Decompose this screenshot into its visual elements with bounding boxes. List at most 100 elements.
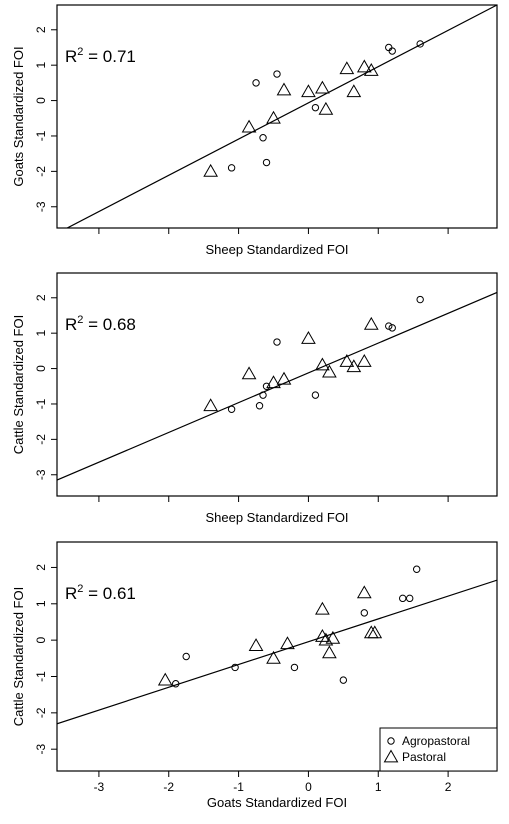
agropastoral-point [231, 663, 239, 672]
regression-line [57, 291, 497, 481]
agropastoral-point [416, 40, 424, 48]
agropastoral-point [311, 391, 320, 399]
x-tick-label: -1 [233, 780, 244, 794]
pastoral-point [356, 585, 372, 599]
agropastoral-point [273, 338, 281, 346]
plot-frame [56, 541, 498, 772]
pastoral-point [318, 101, 334, 115]
pastoral-point [322, 645, 337, 659]
pastoral-point [315, 357, 330, 371]
r-squared-label: R2 = 0.71 [65, 46, 136, 66]
pastoral-point [266, 375, 281, 389]
y-tick-label: -3 [34, 201, 48, 212]
pastoral-point [363, 316, 379, 330]
scatter-panel-3: -3 -2 -1 0 1 2 -3 -2 -1 0 1 2 Goats Standardized FOI… [11, 541, 498, 810]
y-tick-label: -3 [34, 744, 48, 755]
agropastoral-point [262, 158, 271, 167]
agropastoral-point [259, 134, 267, 142]
agropastoral-point [385, 322, 393, 330]
y-tick-label: -1 [34, 398, 48, 409]
agropastoral-point [360, 609, 369, 617]
pastoral-point [301, 330, 316, 344]
agropastoral-point [259, 391, 267, 399]
pastoral-point [315, 601, 330, 615]
x-axis-label: Sheep Standardized FOI [205, 510, 348, 525]
agropastoral-point [412, 565, 421, 573]
agropastoral-point [388, 47, 396, 55]
y-tick-label: -1 [34, 130, 48, 141]
pastoral-point [325, 630, 341, 644]
pastoral-point [301, 84, 316, 98]
y-tick-label: 0 [34, 97, 48, 104]
y-tick-label: 0 [34, 365, 48, 372]
scatter-panel-1: -3 -2 -1 0 1 2 Sheep Standardized FOI Goats Sta… [11, 4, 498, 257]
pastoral-point [203, 398, 219, 412]
agropastoral-point [385, 43, 393, 52]
pastoral-point [266, 110, 281, 124]
x-tick-label: 0 [305, 780, 312, 794]
y-tick-label: 1 [34, 330, 48, 337]
legend-circle-marker [387, 737, 395, 745]
pastoral-point [157, 672, 173, 686]
agropastoral-point [273, 70, 281, 78]
legend: Agropastoral Pastoral [379, 727, 498, 772]
x-tick-label: 1 [375, 780, 382, 794]
y-tick-label: -2 [34, 434, 48, 445]
y-tick-label: 1 [34, 600, 48, 607]
pastoral-point [367, 625, 383, 639]
agropastoral-point [290, 663, 299, 672]
agropastoral-point [388, 324, 396, 332]
scatter-panel-2: -3 -2 -1 0 1 2 Sheep Standardized FOI Cattle St… [11, 272, 498, 525]
agropastoral-point [227, 405, 236, 413]
x-axis-label: Goats Standardized FOI [207, 795, 347, 810]
pastoral-point [339, 353, 355, 367]
y-tick-label: -1 [34, 671, 48, 682]
x-tick-label: -3 [94, 780, 105, 794]
y-tick-label: -3 [34, 469, 48, 480]
pastoral-point [248, 638, 264, 651]
regression-line [57, 579, 497, 725]
pastoral-point [356, 59, 372, 73]
y-tick-label: 0 [34, 636, 48, 643]
regression-line [65, 5, 497, 228]
plot-frame [56, 272, 498, 497]
x-tick-label: -2 [163, 780, 174, 794]
pastoral-point [339, 61, 355, 75]
pastoral-point [315, 629, 330, 642]
agropastoral-point [262, 382, 271, 390]
y-tick-label: -2 [34, 166, 48, 177]
y-tick-label: 1 [34, 62, 48, 69]
legend-box [379, 727, 498, 772]
pastoral-point [241, 119, 257, 133]
y-axis-label: Cattle Standardized FOI [11, 587, 26, 726]
x-tick-label: 2 [445, 780, 452, 794]
pastoral-point [315, 80, 330, 94]
agropastoral-point [252, 79, 260, 87]
r-squared-label: R2 = 0.68 [65, 314, 136, 334]
pastoral-point [276, 82, 292, 96]
pastoral-point [356, 353, 372, 367]
pastoral-point [322, 364, 337, 378]
y-tick-label: -2 [34, 707, 48, 718]
legend-label: Pastoral [402, 750, 446, 764]
agropastoral-point [405, 594, 414, 603]
pastoral-point [346, 84, 362, 98]
r-squared-label: R2 = 0.61 [65, 583, 136, 603]
pastoral-point [280, 636, 295, 650]
legend-label: Agropastoral [402, 734, 470, 748]
agropastoral-point [399, 594, 407, 603]
y-tick-label: 2 [34, 294, 48, 301]
plot-frame [56, 4, 498, 229]
legend-triangle-marker [383, 749, 399, 763]
pastoral-point [276, 371, 292, 385]
agropastoral-point [182, 652, 190, 661]
y-tick-label: 2 [34, 564, 48, 571]
pastoral-point [203, 163, 219, 177]
y-axis-label: Cattle Standardized FOI [11, 315, 26, 454]
agropastoral-point [172, 680, 180, 688]
agropastoral-point [227, 164, 236, 172]
data-layer [57, 291, 497, 481]
agropastoral-point [255, 402, 264, 410]
data-layer [65, 5, 497, 228]
agropastoral-point [416, 295, 424, 304]
